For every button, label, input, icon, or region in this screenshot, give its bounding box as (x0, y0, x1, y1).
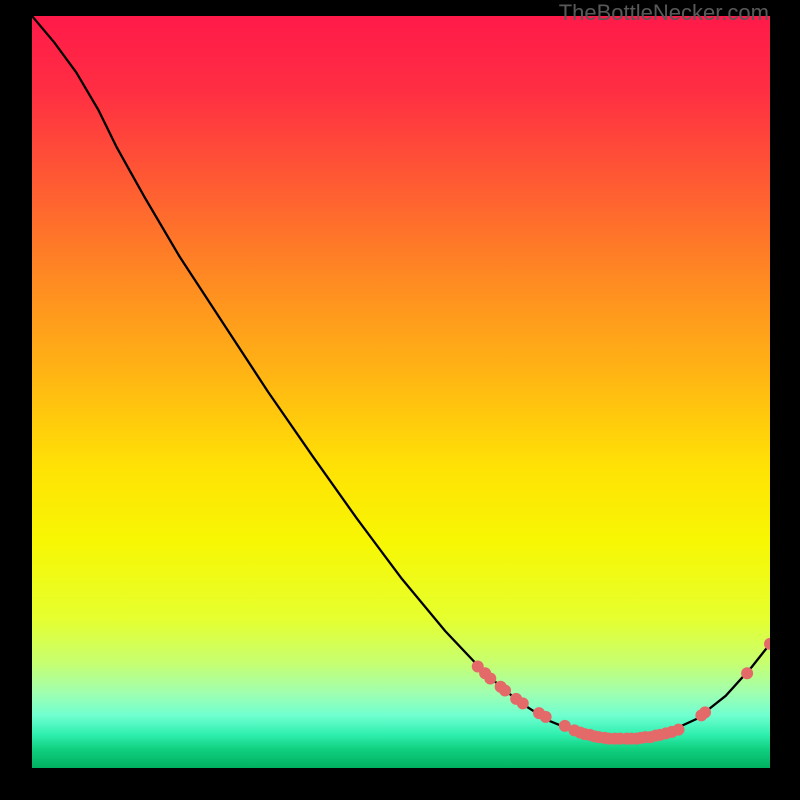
chart-plot-area (32, 16, 770, 768)
data-marker (540, 711, 551, 722)
data-marker (517, 698, 528, 709)
data-marker (485, 673, 496, 684)
data-marker (673, 724, 684, 735)
data-marker (700, 707, 711, 718)
watermark-text: TheBottleNecker.com (559, 0, 769, 26)
data-marker (742, 668, 753, 679)
data-marker (500, 685, 511, 696)
gradient-background (32, 16, 770, 768)
